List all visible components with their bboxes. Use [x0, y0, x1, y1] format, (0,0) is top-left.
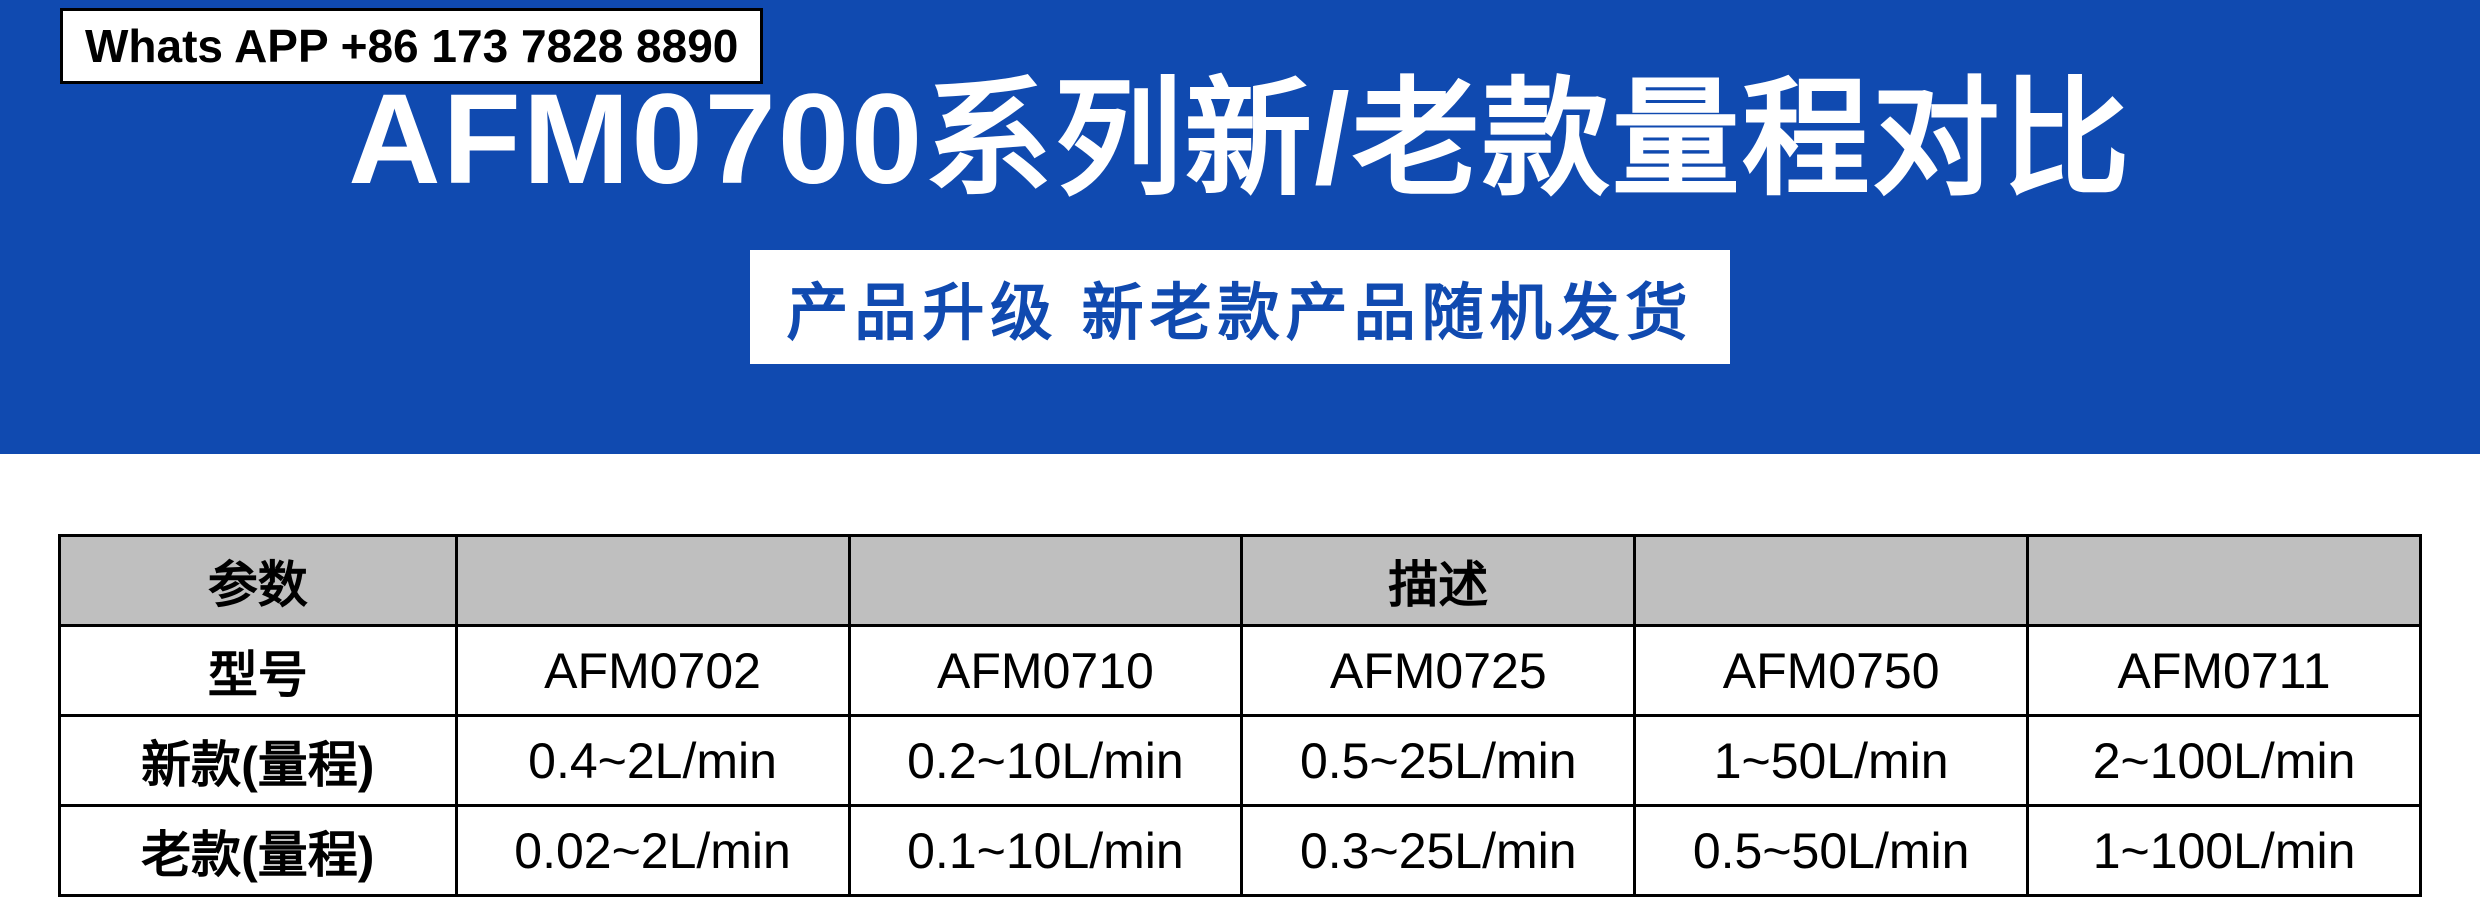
cell-newrange-4: 2~100L/min	[2028, 716, 2421, 806]
cell-oldrange-label: 老款(量程)	[60, 806, 457, 896]
row-new-range: 新款(量程) 0.4~2L/min 0.2~10L/min 0.5~25L/mi…	[60, 716, 2421, 806]
cell-newrange-0: 0.4~2L/min	[456, 716, 849, 806]
cell-newrange-1: 0.2~10L/min	[849, 716, 1242, 806]
cell-model-2: AFM0725	[1242, 626, 1635, 716]
header-blank-1	[456, 536, 849, 626]
cell-newrange-label: 新款(量程)	[60, 716, 457, 806]
table-header-row: 参数 描述	[60, 536, 2421, 626]
cell-newrange-2: 0.5~25L/min	[1242, 716, 1635, 806]
header-param: 参数	[60, 536, 457, 626]
cell-oldrange-0: 0.02~2L/min	[456, 806, 849, 896]
cell-oldrange-2: 0.3~25L/min	[1242, 806, 1635, 896]
header-blank-4	[2028, 536, 2421, 626]
cell-model-1: AFM0710	[849, 626, 1242, 716]
cell-newrange-3: 1~50L/min	[1635, 716, 2028, 806]
header-desc: 描述	[1242, 536, 1635, 626]
cell-oldrange-4: 1~100L/min	[2028, 806, 2421, 896]
spec-table: 参数 描述 型号 AFM0702 AFM0710 AFM0725 AFM0750…	[58, 534, 2422, 897]
header-blank-3	[1635, 536, 2028, 626]
row-model: 型号 AFM0702 AFM0710 AFM0725 AFM0750 AFM07…	[60, 626, 2421, 716]
cell-model-3: AFM0750	[1635, 626, 2028, 716]
cell-model-label: 型号	[60, 626, 457, 716]
cell-oldrange-1: 0.1~10L/min	[849, 806, 1242, 896]
main-title: AFM0700系列新/老款量程对比	[348, 70, 2132, 211]
header-blank-2	[849, 536, 1242, 626]
whatsapp-label: Whats APP +86 173 7828 8890	[60, 8, 763, 84]
cell-model-0: AFM0702	[456, 626, 849, 716]
header-banner: Whats APP +86 173 7828 8890 AFM0700系列新/老…	[0, 0, 2480, 454]
cell-oldrange-3: 0.5~50L/min	[1635, 806, 2028, 896]
cell-model-4: AFM0711	[2028, 626, 2421, 716]
spec-table-wrap: 参数 描述 型号 AFM0702 AFM0710 AFM0725 AFM0750…	[0, 454, 2480, 897]
row-old-range: 老款(量程) 0.02~2L/min 0.1~10L/min 0.3~25L/m…	[60, 806, 2421, 896]
subtitle-box: 产品升级 新老款产品随机发货	[750, 250, 1729, 364]
